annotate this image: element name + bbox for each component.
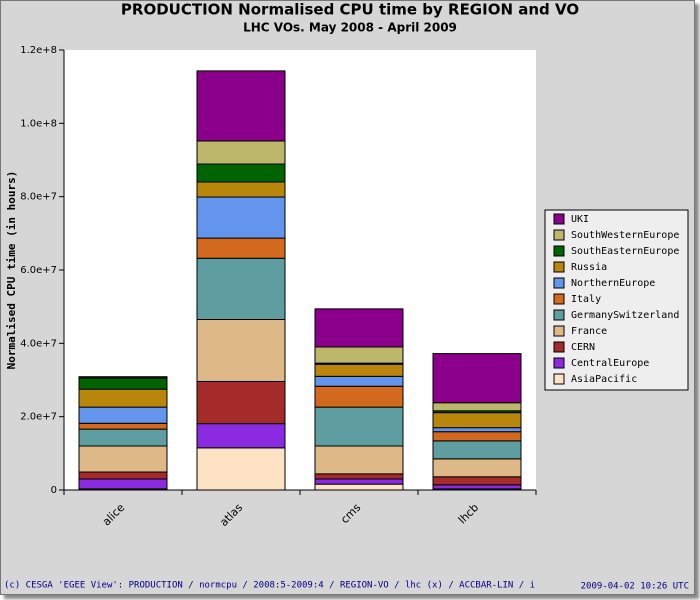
- bar-segment: [314, 445, 404, 475]
- bar-segment: [314, 346, 404, 364]
- y-tick-label: 6.0e+7: [20, 265, 57, 276]
- y-tick-label: 1.2e+8: [20, 45, 57, 56]
- x-tick-label: atlas: [217, 501, 245, 529]
- bar-segment: [196, 380, 286, 425]
- bar-segment: [432, 458, 522, 478]
- bar-segment: [314, 375, 404, 387]
- legend-label: Italy: [571, 294, 601, 305]
- legend-swatch: [553, 293, 565, 305]
- legend-label: CentralEurope: [571, 358, 649, 369]
- legend-label: GermanySwitzerland: [571, 310, 679, 321]
- bar-segment: [432, 484, 522, 490]
- legend-swatch: [553, 357, 565, 369]
- legend-swatch: [553, 373, 565, 385]
- bar-segment: [314, 473, 404, 480]
- legend-label: Russia: [571, 262, 607, 273]
- bar-segment: [314, 478, 404, 485]
- bar-segment: [196, 163, 286, 183]
- y-tick-label: 2.0e+7: [20, 412, 57, 423]
- bar-segment: [432, 353, 522, 404]
- x-tick-label: lhcb: [456, 501, 482, 527]
- bar-segment: [314, 363, 404, 377]
- legend-swatch: [553, 341, 565, 353]
- footer-left: (c) CESGA 'EGEE View': PRODUCTION / norm…: [4, 581, 535, 591]
- legend-label: CERN: [571, 342, 595, 353]
- bar-segment: [314, 406, 404, 447]
- y-tick-label: 8.0e+7: [20, 192, 57, 203]
- legend-swatch: [553, 277, 565, 289]
- bar-segment: [432, 412, 522, 429]
- bar-segment: [196, 70, 286, 142]
- bar-segment: [314, 308, 404, 348]
- bar-segment: [196, 181, 286, 198]
- legend-swatch: [553, 325, 565, 337]
- y-tick-label: 1.0e+8: [20, 118, 57, 129]
- bar-segment: [432, 427, 522, 433]
- bar-segment: [432, 431, 522, 442]
- bar-segment: [432, 440, 522, 460]
- bar-segment: [196, 257, 286, 320]
- chart-subtitle: LHC VOs. May 2008 - April 2009: [243, 21, 457, 35]
- x-tick-label: cms: [338, 501, 363, 526]
- bar-segment: [432, 476, 522, 486]
- bar-segment: [78, 478, 168, 490]
- bar-segment: [196, 196, 286, 239]
- legend-label: France: [571, 326, 607, 337]
- bar-segment: [196, 319, 286, 382]
- y-tick-label: 0: [51, 485, 57, 496]
- legend-swatch: [553, 261, 565, 273]
- legend-label: AsiaPacific: [571, 374, 637, 385]
- y-tick-label: 4.0e+7: [20, 338, 57, 349]
- legend-label: SouthEasternEurope: [571, 246, 679, 257]
- bar-segment: [78, 428, 168, 447]
- bar-segment: [78, 471, 168, 480]
- bar-segment: [78, 388, 168, 408]
- legend-label: UKI: [571, 214, 589, 225]
- legend-swatch: [553, 213, 565, 225]
- bar-segment: [78, 406, 168, 424]
- legend-label: NorthernEurope: [571, 278, 655, 289]
- bar-segment: [314, 385, 404, 408]
- bar-segment: [196, 423, 286, 449]
- legend-swatch: [553, 309, 565, 321]
- bar-segment: [196, 447, 286, 491]
- footer-right: 2009-04-02 10:26 UTC: [581, 582, 689, 592]
- bar-segment: [196, 237, 286, 259]
- legend-box: [544, 209, 689, 391]
- chart-title: PRODUCTION Normalised CPU time by REGION…: [121, 1, 579, 19]
- bar-segment: [78, 377, 168, 390]
- legend-swatch: [553, 245, 565, 257]
- legend-swatch: [553, 229, 565, 241]
- y-axis-label: Normalised CPU time (in hours): [5, 171, 18, 370]
- legend-label: SouthWesternEurope: [571, 230, 679, 241]
- bar-segment: [432, 402, 522, 412]
- x-tick-label: alice: [100, 501, 128, 529]
- bar-segment: [78, 422, 168, 430]
- bar-segment: [196, 140, 286, 165]
- bar-segment: [78, 445, 168, 473]
- bar-segment: [314, 483, 404, 491]
